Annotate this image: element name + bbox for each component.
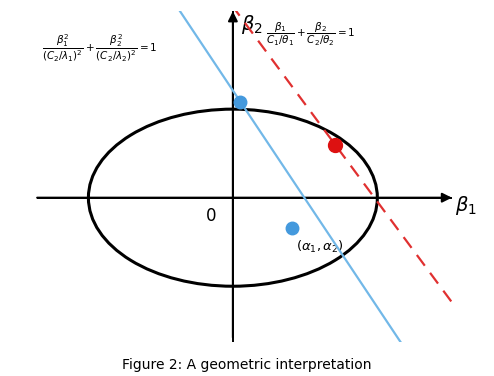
Text: $(\alpha_1, \alpha_2)$: $(\alpha_1, \alpha_2)$ xyxy=(296,239,344,255)
Text: Figure 2: A geometric interpretation: Figure 2: A geometric interpretation xyxy=(122,358,372,372)
Text: $\dfrac{\beta_1^2}{(C_2/\lambda_1)^2}+\dfrac{\beta_2^2}{(C_2/\lambda_2)^2}=1$: $\dfrac{\beta_1^2}{(C_2/\lambda_1)^2}+\d… xyxy=(42,33,157,64)
Text: $0$: $0$ xyxy=(205,207,216,225)
Text: $\dfrac{\beta_1}{C_1/\theta_1}+\dfrac{\beta_2}{C_2/\theta_2}=1$: $\dfrac{\beta_1}{C_1/\theta_1}+\dfrac{\b… xyxy=(265,21,355,48)
Text: $\beta_1$: $\beta_1$ xyxy=(454,194,477,217)
Text: $\beta_2$: $\beta_2$ xyxy=(241,13,263,36)
